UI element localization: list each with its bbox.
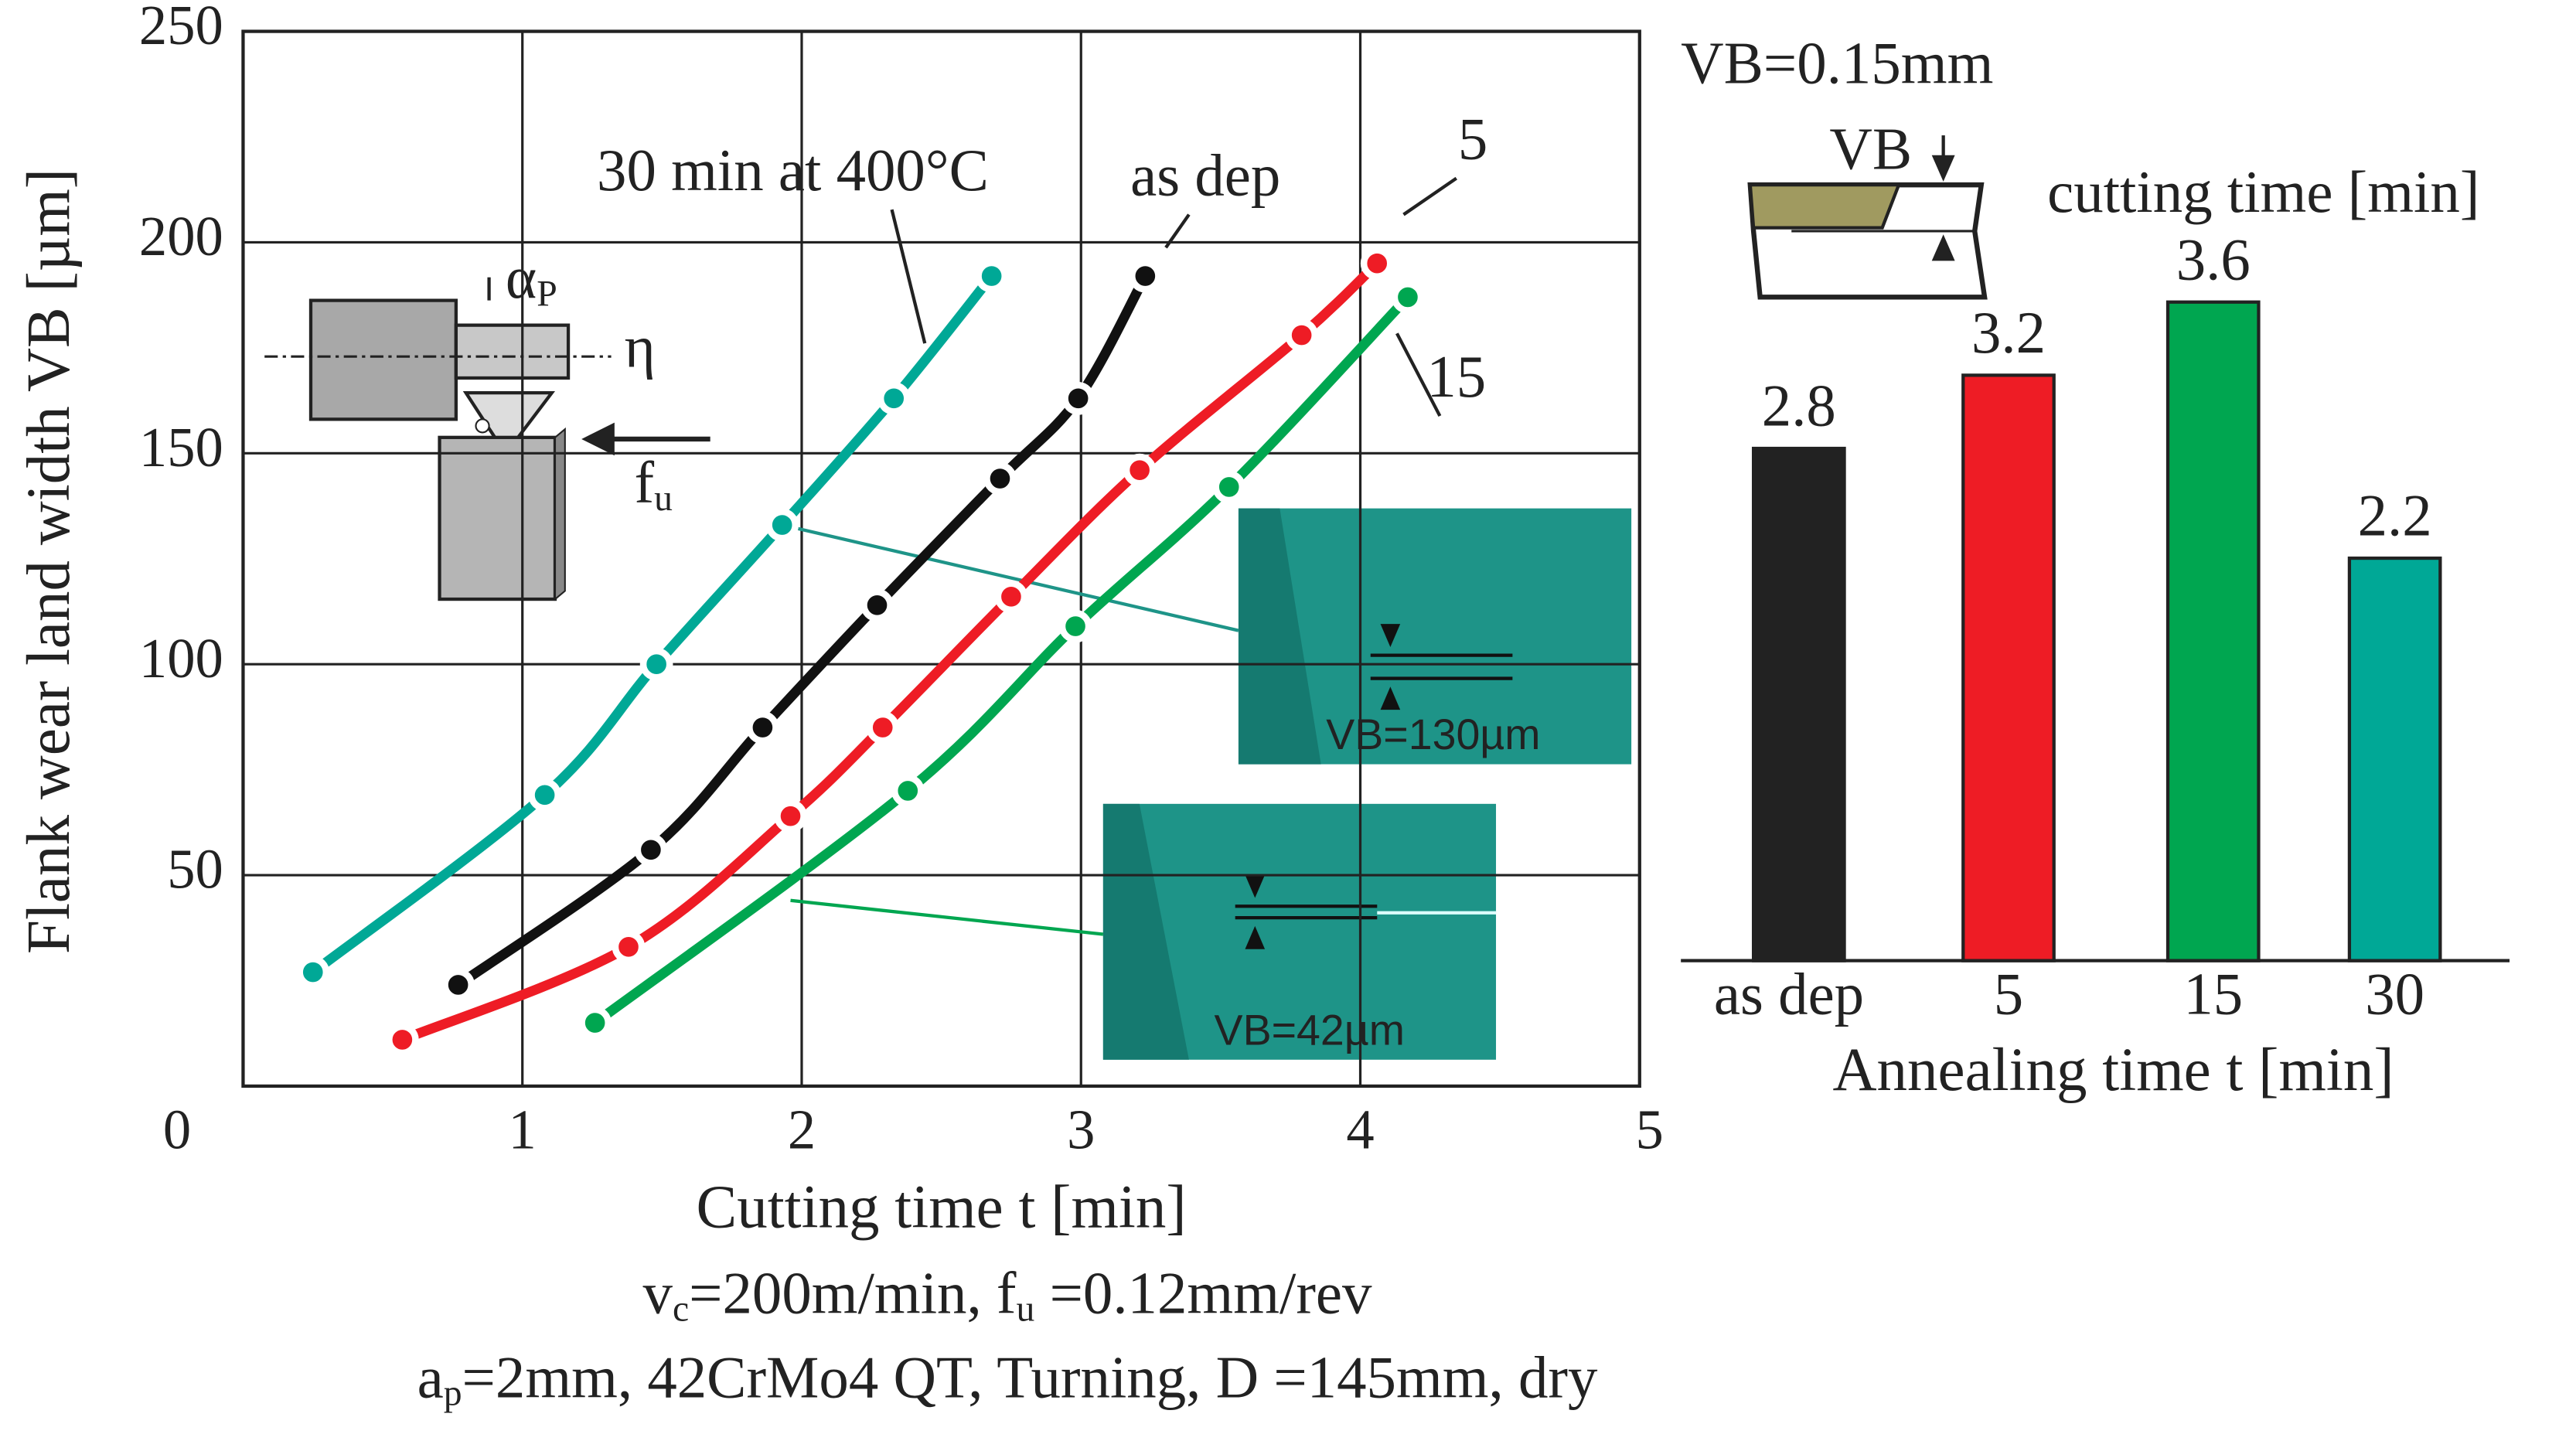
- tool-label: αP: [506, 245, 557, 314]
- value-label: 3.6: [2176, 227, 2251, 292]
- y-tick-label: 50: [167, 838, 223, 901]
- label-leader: [1164, 213, 1191, 249]
- marker: [296, 956, 330, 989]
- marker: [528, 778, 561, 812]
- tool-label-part: P: [537, 274, 557, 314]
- y-tick-label: 200: [139, 205, 223, 267]
- bar: [1961, 373, 2056, 962]
- marker: [1058, 609, 1092, 643]
- x-tick-label: 4: [1346, 1099, 1374, 1161]
- label-leader: [1402, 176, 1457, 216]
- marker: [1061, 382, 1095, 415]
- x-axis-title: Cutting time t [min]: [697, 1174, 1187, 1241]
- x-axis-title: Annealing time t [min]: [1832, 1037, 2394, 1104]
- marker: [746, 710, 779, 744]
- series-label: 5: [1458, 107, 1487, 172]
- tool-label: fu: [634, 450, 672, 519]
- x-tick-label: 2: [788, 1099, 816, 1161]
- label-leader: [890, 209, 927, 344]
- bar: [2165, 300, 2261, 962]
- x-tick-label: as dep: [1714, 962, 1864, 1027]
- value-label: 3.2: [1971, 300, 2046, 366]
- marker: [1123, 453, 1157, 487]
- x-tick-label: 5: [1994, 962, 2023, 1027]
- tool-diagram: [264, 277, 710, 601]
- chart-title: VB=0.15mm: [1681, 30, 1993, 96]
- conditions-line-part: =2mm, 42CrMo4 QT, Turning, D =145mm, dry: [462, 1344, 1598, 1410]
- leader: [790, 898, 1104, 936]
- inset-42: [1102, 803, 1497, 1060]
- marker: [860, 588, 894, 622]
- tool-label: η: [625, 315, 656, 380]
- series-label: 30 min at 400°C: [597, 138, 989, 203]
- inset-label: VB=42µm: [1215, 1006, 1405, 1054]
- series-label: 15: [1426, 344, 1486, 410]
- y-tick-label: 150: [139, 416, 223, 479]
- bar: [1751, 446, 1846, 962]
- x-tick-label: 3: [1067, 1099, 1095, 1161]
- marker: [774, 799, 807, 833]
- y-tick-label: 100: [139, 627, 223, 690]
- marker: [1128, 259, 1162, 293]
- conditions-line-part: p: [444, 1373, 462, 1413]
- plot-frame: [241, 29, 1641, 1088]
- marker: [441, 968, 475, 1002]
- tool-label-part: f: [634, 450, 654, 516]
- x-tick-label: 15: [2183, 962, 2243, 1027]
- series-label: as dep: [1130, 143, 1280, 209]
- value-label: 2.8: [1762, 373, 1836, 439]
- inset-label: VB=130µm: [1326, 710, 1540, 758]
- conditions-line-part: v: [643, 1260, 673, 1326]
- marker: [386, 1023, 419, 1057]
- marker: [877, 382, 911, 415]
- vb-sketch: [1747, 135, 1988, 300]
- marker: [891, 774, 925, 808]
- value-label: 2.2: [2358, 483, 2432, 549]
- inset-130: [1238, 508, 1632, 765]
- x-tick-label: 30: [2365, 962, 2424, 1027]
- series-line: [590, 291, 1413, 1028]
- chart-subtitle: cutting time [min]: [2047, 159, 2479, 225]
- marker: [1391, 281, 1425, 314]
- marker: [994, 580, 1028, 614]
- x-tick-label: 1: [509, 1099, 537, 1161]
- conditions-line-part: c: [673, 1289, 689, 1329]
- y-tick-label: 250: [139, 0, 223, 56]
- leader: [782, 523, 1239, 632]
- marker: [765, 508, 799, 542]
- conditions-line-part: u: [1017, 1289, 1035, 1329]
- marker: [578, 1006, 612, 1040]
- sketch-label: VB: [1829, 116, 1912, 182]
- tool-label-part: α: [506, 245, 537, 311]
- conditions-line-part: =0.12mm/rev: [1034, 1260, 1372, 1326]
- marker: [639, 647, 673, 681]
- marker: [983, 462, 1017, 496]
- x-tick-label: 5: [1635, 1099, 1663, 1161]
- conditions-line: ap=2mm, 42CrMo4 QT, Turning, D =145mm, d…: [417, 1344, 1598, 1413]
- marker: [612, 930, 646, 964]
- marker: [1285, 319, 1319, 352]
- conditions-line: vc=200m/min, fu =0.12mm/rev: [643, 1260, 1372, 1329]
- label-leader: [1395, 332, 1442, 417]
- marker: [975, 259, 1008, 293]
- marker: [1360, 247, 1394, 281]
- marker: [1212, 470, 1246, 504]
- x-tick-label: 0: [163, 1099, 191, 1161]
- tool-label-part: u: [654, 479, 673, 519]
- y-axis-title: Flank wear land width VB [µm]: [15, 169, 83, 954]
- conditions-line-part: a: [417, 1344, 444, 1410]
- marker: [866, 710, 900, 744]
- bar: [2347, 556, 2442, 962]
- marker: [634, 833, 668, 867]
- conditions-line-part: =200m/min, f: [689, 1260, 1017, 1326]
